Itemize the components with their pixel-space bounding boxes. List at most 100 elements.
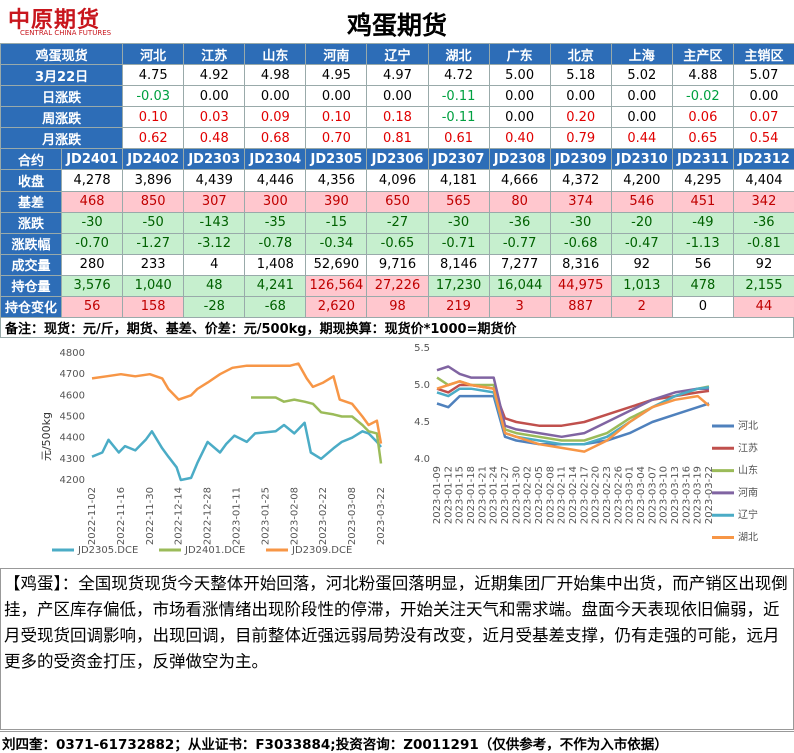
table-cell: 0.00: [244, 85, 307, 108]
table-cell: JD2305: [305, 148, 368, 171]
x-tick-label: 2023-02-14: [568, 466, 579, 524]
x-tick-label: 2023-03-22: [704, 466, 715, 524]
table-cell: 0.18: [366, 106, 429, 129]
table-cell: 合约: [0, 148, 63, 171]
table-cell: 0.00: [610, 85, 673, 108]
x-tick-label: 2023-03-04: [636, 466, 647, 524]
y-tick-label: 4.0: [414, 454, 430, 465]
x-tick-label: 2023-01-27: [500, 466, 511, 524]
table-cell: -30: [427, 211, 490, 234]
table-cell: 280: [61, 253, 124, 276]
table-cell: 4.98: [244, 64, 307, 87]
table-cell: 主销区: [732, 43, 794, 66]
x-tick-label: 2023-02-08: [289, 487, 300, 545]
x-tick-label: 2022-12-28: [203, 487, 214, 545]
x-tick-label: 2023-03-19: [693, 466, 704, 524]
table-cell: 4,666: [488, 169, 551, 192]
table-cell: 湖北: [427, 43, 490, 66]
x-tick-label: 2023-03-01: [625, 466, 636, 524]
table-cell: 5.18: [549, 64, 612, 87]
commentary: 【鸡蛋】：全国现货现货今天整体开始回落，河北粉蛋回落明显，近期集团厂开始集中出货…: [0, 568, 794, 730]
x-tick-label: 2023-03-07: [647, 466, 658, 524]
table-cell: 390: [305, 190, 368, 213]
table-cell: -0.70: [61, 232, 124, 255]
table-cell: 887: [549, 295, 612, 318]
x-tick-label: 2023-03-22: [376, 487, 387, 545]
series-line: [91, 421, 382, 482]
x-tick-label: 2023-02-20: [591, 466, 602, 524]
table-cell: JD2309: [549, 148, 612, 171]
table-cell: JD2402: [122, 148, 185, 171]
table-cell: 4.88: [671, 64, 734, 87]
table-cell: 1,408: [244, 253, 307, 276]
table-cell: 2,155: [732, 274, 794, 297]
table-cell: 收盘: [0, 169, 63, 192]
table-cell: -30: [549, 211, 612, 234]
table-cell: 307: [183, 190, 246, 213]
legend-label: 湖北: [738, 532, 758, 544]
series-line: [436, 385, 710, 446]
table-cell: 4,200: [610, 169, 673, 192]
x-tick-label: 2023-01-18: [466, 466, 477, 524]
table-cell: -36: [488, 211, 551, 234]
x-tick-label: 2023-01-30: [511, 466, 522, 524]
table-cell: 342: [732, 190, 794, 213]
table-cell: 0.00: [488, 106, 551, 129]
table-cell: -50: [122, 211, 185, 234]
x-tick-label: 2023-01-09: [432, 466, 443, 524]
table-cell: 5.00: [488, 64, 551, 87]
table-cell: 3: [488, 295, 551, 318]
table-cell: -0.11: [427, 106, 490, 129]
table-cell: 56: [671, 253, 734, 276]
x-tick-label: 2022-11-30: [145, 487, 156, 545]
x-tick-label: 2023-03-10: [659, 466, 670, 524]
table-cell: 5.07: [732, 64, 794, 87]
table-cell: 主产区: [671, 43, 734, 66]
table-cell: 0.00: [183, 85, 246, 108]
table-cell: 478: [671, 274, 734, 297]
table-cell: -1.27: [122, 232, 185, 255]
table-cell: 河北: [122, 43, 185, 66]
table-cell: 565: [427, 190, 490, 213]
y-tick-label: 4800: [60, 348, 85, 359]
table-cell: 4.97: [366, 64, 429, 87]
series-line: [436, 383, 710, 427]
table-cell: -49: [671, 211, 734, 234]
x-tick-label: 2023-01-11: [232, 487, 243, 545]
table-cell: 374: [549, 190, 612, 213]
table-cell: 0.00: [610, 106, 673, 129]
table-cell: 广东: [488, 43, 551, 66]
y-tick-label: 4300: [60, 454, 85, 465]
table-cell: 0.09: [244, 106, 307, 129]
y-tick-label: 4600: [60, 390, 85, 401]
table-cell: 0.00: [549, 85, 612, 108]
table-cell: 月涨跌: [0, 127, 124, 150]
table-cell: JD2311: [671, 148, 734, 171]
table-cell: 0.44: [610, 127, 673, 150]
page-title: 鸡蛋期货: [346, 11, 447, 40]
table-cell: 52,690: [305, 253, 368, 276]
table-cell: JD2304: [244, 148, 307, 171]
y-tick-label: 4700: [60, 369, 85, 380]
legend-label: 河南: [738, 486, 758, 499]
table-cell: 2,620: [305, 295, 368, 318]
table-cell: 基差: [0, 190, 63, 213]
series-line: [436, 394, 710, 446]
logo: 中原期货: [8, 8, 101, 33]
table-cell: 0.48: [183, 127, 246, 150]
x-tick-label: 2023-02-23: [602, 466, 613, 524]
table-cell: 成交量: [0, 253, 63, 276]
x-tick-label: 2023-03-13: [670, 466, 681, 524]
series-line: [436, 365, 709, 439]
table-cell: 4.72: [427, 64, 490, 87]
x-tick-label: 2023-01-12: [443, 466, 454, 524]
table-cell: 9,716: [366, 253, 429, 276]
table-cell: 3月22日: [0, 64, 124, 87]
table-cell: 48: [183, 274, 246, 297]
table-cell: 0.07: [732, 106, 794, 129]
table-cell: 300: [244, 190, 307, 213]
table-cell: 5.02: [610, 64, 673, 87]
table-cell: 1,013: [610, 274, 673, 297]
legend-label: 山东: [738, 464, 758, 477]
table-cell: 92: [732, 253, 794, 276]
